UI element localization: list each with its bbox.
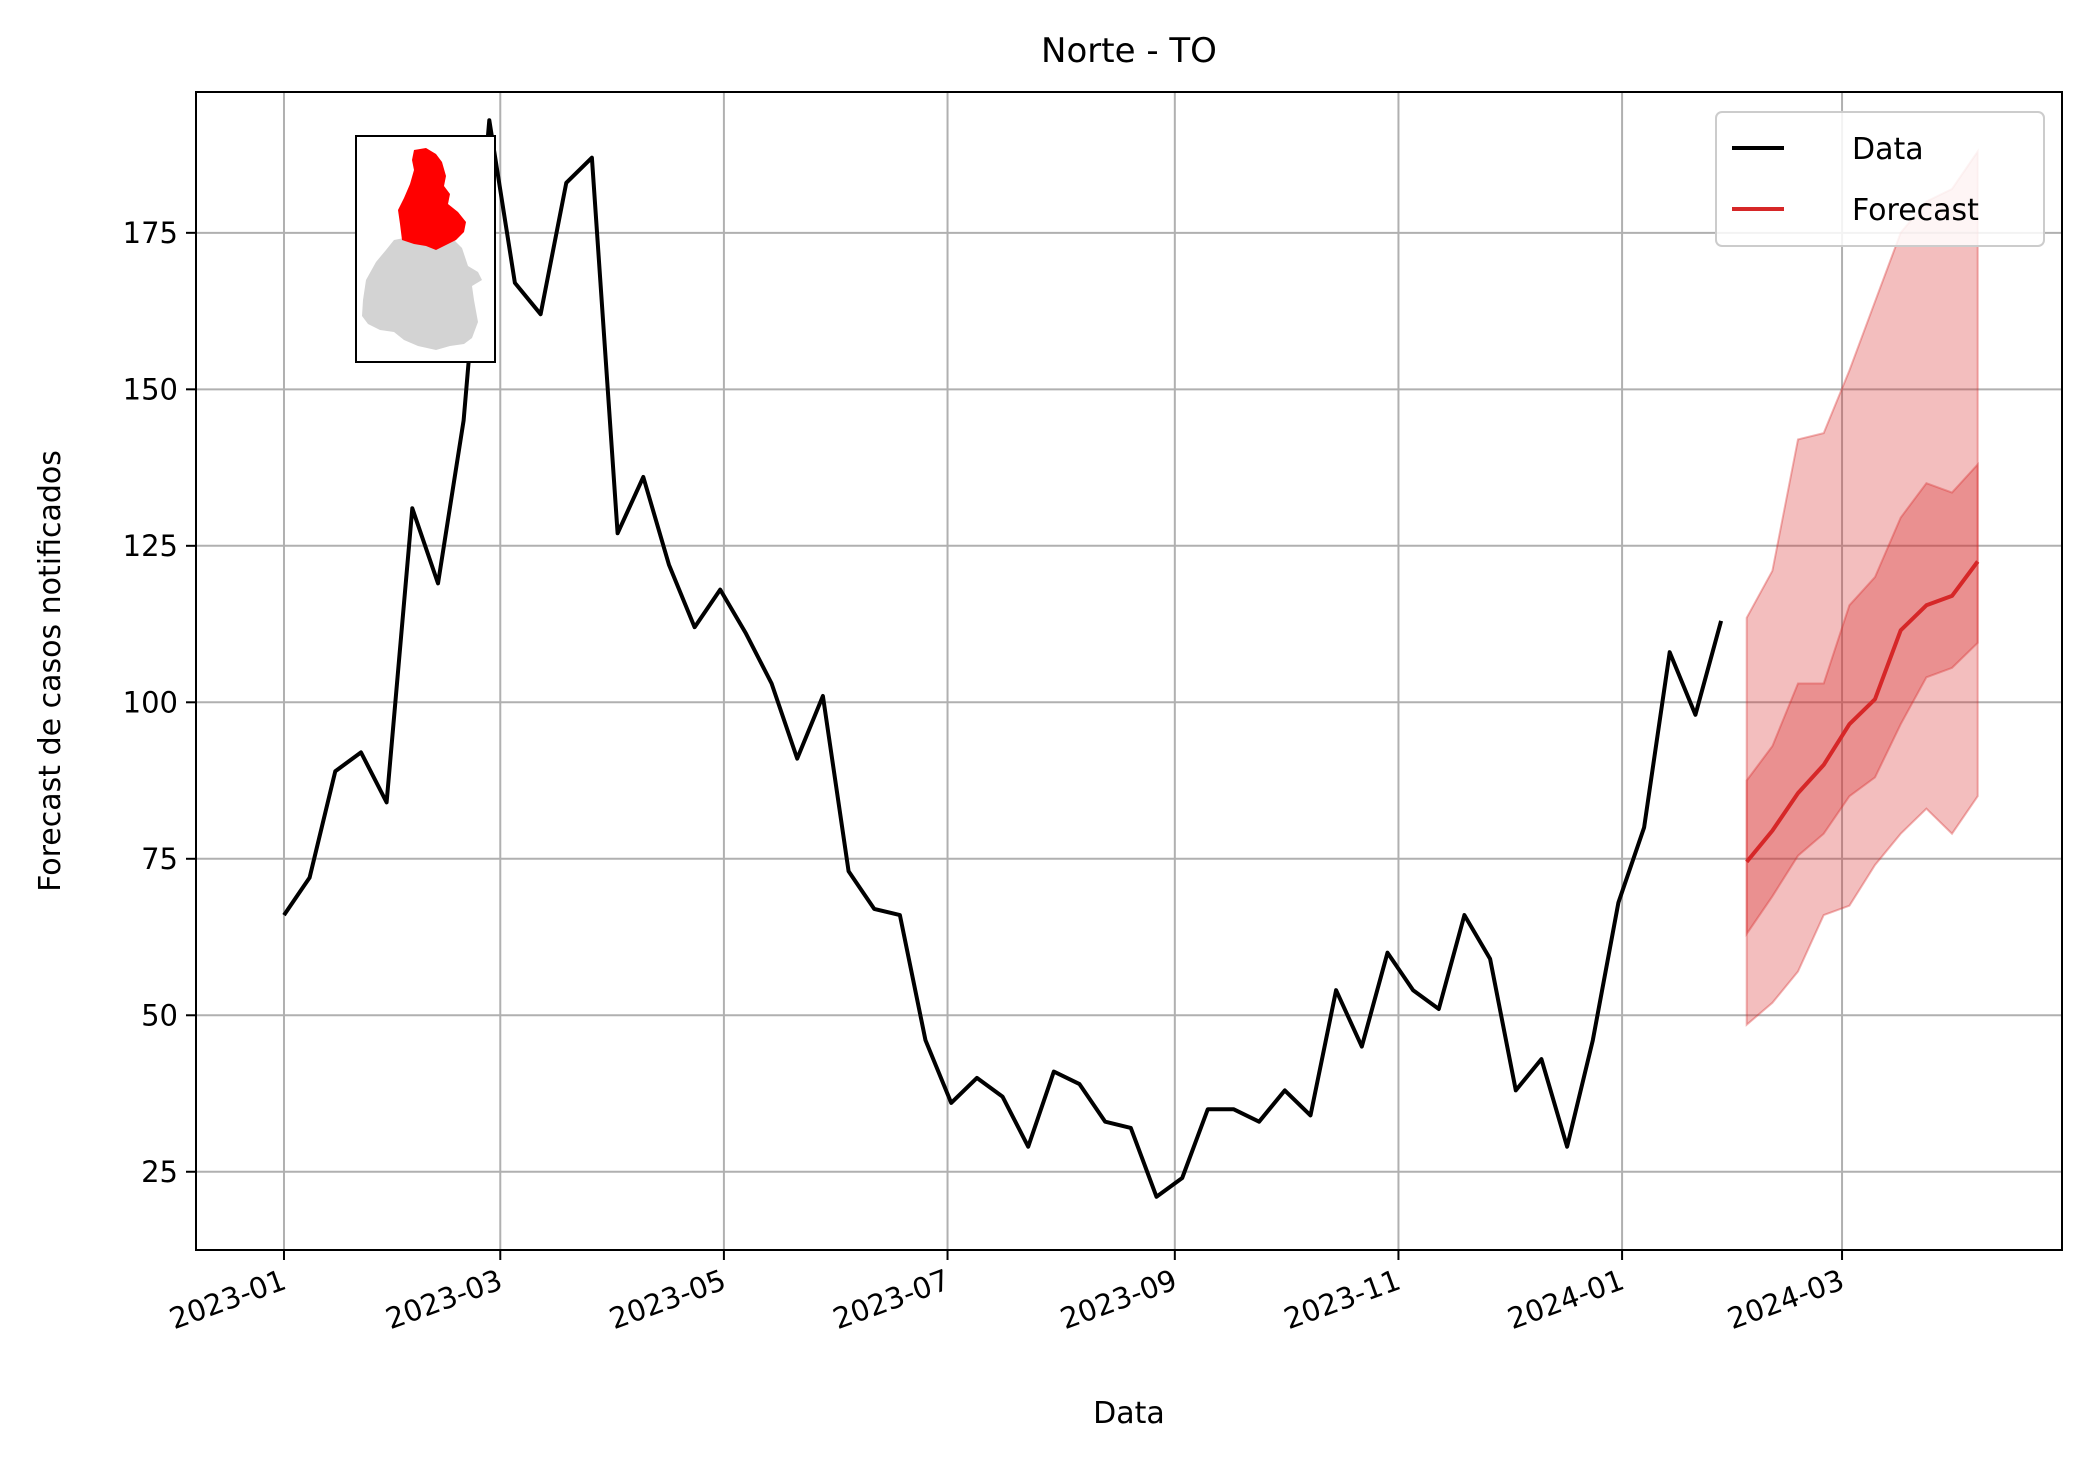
forecast-series-line: [1745, 560, 1980, 864]
state-map-highlighted-region: [398, 148, 466, 250]
y-tick-label: 75: [141, 842, 178, 876]
y-tick-label: 150: [123, 372, 178, 406]
inset-map: [355, 135, 496, 363]
x-axis-label: Data: [1093, 1396, 1165, 1431]
y-tick-label: 50: [141, 998, 178, 1032]
y-tick-label: 125: [123, 529, 178, 563]
data-series-line: [282, 118, 1724, 1199]
y-tick-label: 175: [123, 216, 178, 250]
state-map-remaining-region: [362, 236, 482, 350]
plot-area-frame: [195, 91, 2063, 1251]
y-tick-label: 100: [123, 685, 178, 719]
axis-ticks: [186, 231, 1844, 1260]
legend-label-forecast: Forecast: [1852, 193, 1979, 228]
series-lines: [282, 118, 1980, 1199]
forecast-inner-interval-band: [1745, 461, 1979, 938]
y-axis-label: Forecast de casos notificados: [33, 450, 68, 892]
chart-title: Norte - TO: [1041, 31, 1217, 71]
y-tick-label: 25: [141, 1155, 178, 1189]
forecast-interval-bands: [1745, 148, 1979, 1027]
legend-label-data: Data: [1852, 132, 1924, 167]
forecast-outer-interval-band: [1745, 148, 1979, 1027]
legend: Data Forecast: [1715, 111, 2045, 247]
x-gridlines: [282, 92, 1844, 1250]
legend-box: [1715, 111, 2045, 247]
